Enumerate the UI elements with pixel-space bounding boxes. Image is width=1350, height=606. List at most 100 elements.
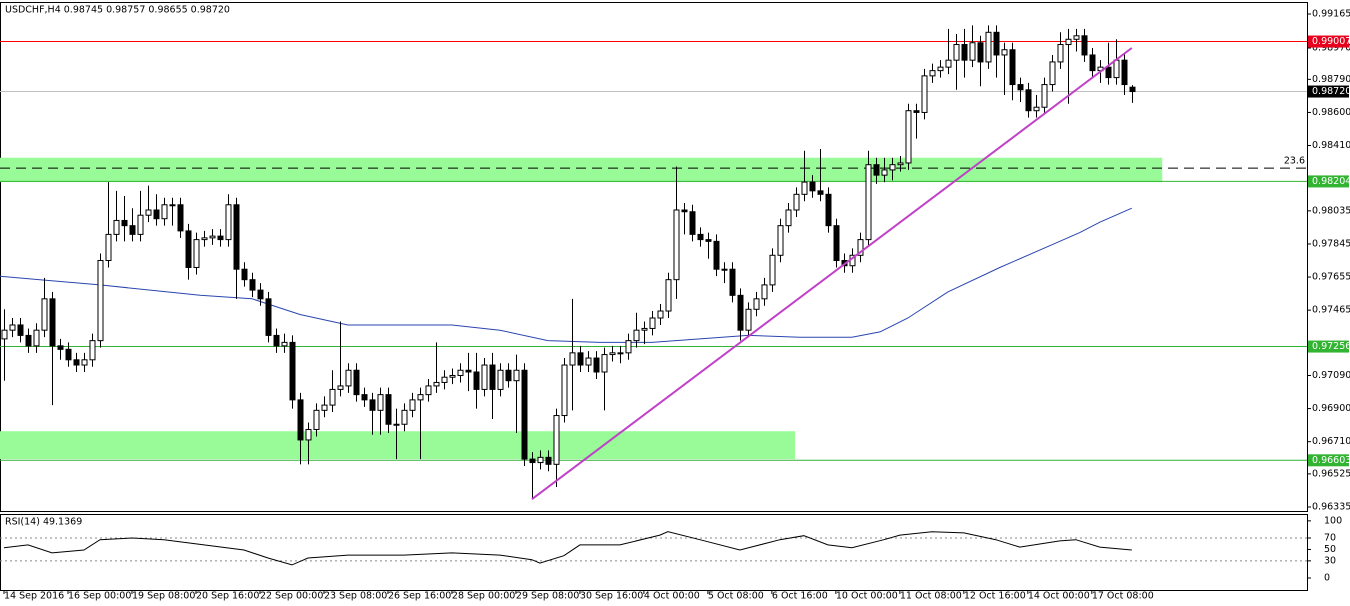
x-tick-label: 26 Sep 16:00 — [388, 591, 451, 602]
candle-body — [57, 345, 64, 350]
candle-body — [913, 110, 920, 113]
y-tick-label: 0.97465 — [1312, 305, 1350, 316]
candle-body — [145, 209, 152, 216]
x-tick-label: 10 Oct 00:00 — [836, 591, 898, 602]
candle-body — [689, 211, 696, 235]
candle-body — [505, 369, 512, 382]
rsi-y-tick-label: 70 — [1324, 533, 1336, 544]
candle-body — [409, 399, 416, 411]
x-tick-label: 6 Oct 16:00 — [772, 591, 828, 602]
candle-body — [457, 369, 464, 376]
candle-body — [121, 219, 128, 227]
candle-body — [953, 44, 960, 61]
price-tag — [1308, 85, 1349, 98]
x-tick-label: 23 Sep 08:00 — [324, 591, 387, 602]
candle-body — [897, 162, 904, 166]
x-tick-label: 14 Sep 2016 — [4, 591, 64, 602]
support-zone — [0, 157, 1163, 183]
candle-body — [1073, 35, 1080, 40]
candle-body — [73, 359, 80, 366]
y-tick-label: 0.97655 — [1312, 272, 1350, 283]
rsi-panel-frame — [0, 514, 1308, 591]
candle-body — [921, 75, 928, 113]
candle-body — [97, 260, 104, 342]
candle-body — [633, 329, 640, 342]
candle-body — [641, 327, 648, 331]
candle-body — [1105, 66, 1112, 79]
candle-body — [609, 352, 616, 356]
rsi-y-tick-label: 0 — [1324, 573, 1330, 584]
y-tick-label: 0.98790 — [1312, 74, 1350, 85]
candle-body — [369, 399, 376, 411]
candle-body — [1057, 44, 1064, 63]
candle-body — [417, 394, 424, 401]
candle-body — [817, 190, 824, 195]
price-tag-label: 0.97256 — [1312, 341, 1350, 352]
y-tick-label: 0.96710 — [1312, 436, 1350, 447]
price-tag-label: 0.98720 — [1312, 86, 1350, 97]
candle-body — [1001, 49, 1008, 56]
candle-body — [489, 364, 496, 390]
candle-body — [929, 70, 936, 77]
candle-body — [881, 169, 888, 176]
candle-body — [1129, 86, 1136, 93]
x-tick-label: 14 Oct 00:00 — [1028, 591, 1090, 602]
x-tick-label: 12 Oct 16:00 — [964, 591, 1026, 602]
candle-body — [345, 369, 352, 387]
candle-body — [209, 235, 216, 239]
candle-body — [537, 456, 544, 464]
candle-body — [969, 42, 976, 61]
candle-body — [761, 284, 768, 300]
chart-title: USDCHF,H4 0.98745 0.98757 0.98655 0.9872… — [5, 5, 230, 16]
x-tick-label: 4 Oct 00:00 — [644, 591, 700, 602]
candle-body — [89, 340, 96, 361]
candle-body — [337, 385, 344, 390]
candle-body — [697, 233, 704, 241]
candle-body — [153, 209, 160, 220]
candle-body — [425, 385, 432, 396]
trendline — [531, 47, 1133, 500]
candle-body — [713, 240, 720, 270]
candle-body — [113, 219, 120, 235]
candle-body — [361, 394, 368, 401]
candle-body — [729, 268, 736, 296]
candle-body — [481, 364, 488, 390]
candle-body — [681, 209, 688, 213]
candle-body — [985, 31, 992, 63]
y-tick-label: 0.98600 — [1312, 107, 1350, 118]
candle-body — [745, 308, 752, 331]
candle-body — [1033, 106, 1040, 112]
rsi-y-tick-label: 30 — [1324, 555, 1336, 566]
candle-body — [1049, 61, 1056, 86]
candle-body — [473, 371, 480, 390]
candle-body — [1041, 84, 1048, 108]
x-tick-label: 5 Oct 08:00 — [708, 591, 764, 602]
candle-body — [1065, 38, 1072, 46]
x-tick-label: 16 Sep 00:00 — [68, 591, 131, 602]
candle-body — [17, 324, 24, 336]
price-tag — [1308, 35, 1349, 48]
candle-body — [273, 334, 280, 347]
y-tick-label: 0.98035 — [1312, 205, 1350, 216]
x-tick-label: 22 Sep 00:00 — [260, 591, 323, 602]
candle-body — [161, 204, 168, 220]
price-panel-frame — [0, 2, 1308, 512]
y-tick-label: 0.98410 — [1312, 140, 1350, 151]
x-tick-label: 20 Sep 16:00 — [196, 591, 259, 602]
candle-body — [1113, 59, 1120, 79]
candle-body — [601, 354, 608, 373]
candle-body — [169, 204, 176, 207]
candle-body — [385, 394, 392, 425]
candle-body — [449, 374, 456, 378]
candle-body — [185, 230, 192, 268]
candle-body — [1025, 89, 1032, 112]
candle-body — [49, 298, 56, 347]
candle-body — [313, 409, 320, 430]
candle-body — [809, 181, 816, 192]
candle-body — [801, 181, 808, 195]
candle-body — [441, 376, 448, 383]
candle-body — [65, 348, 72, 361]
candle-body — [201, 237, 208, 241]
price-tag-label: 0.96603 — [1312, 455, 1350, 466]
price-tag — [1308, 175, 1349, 188]
